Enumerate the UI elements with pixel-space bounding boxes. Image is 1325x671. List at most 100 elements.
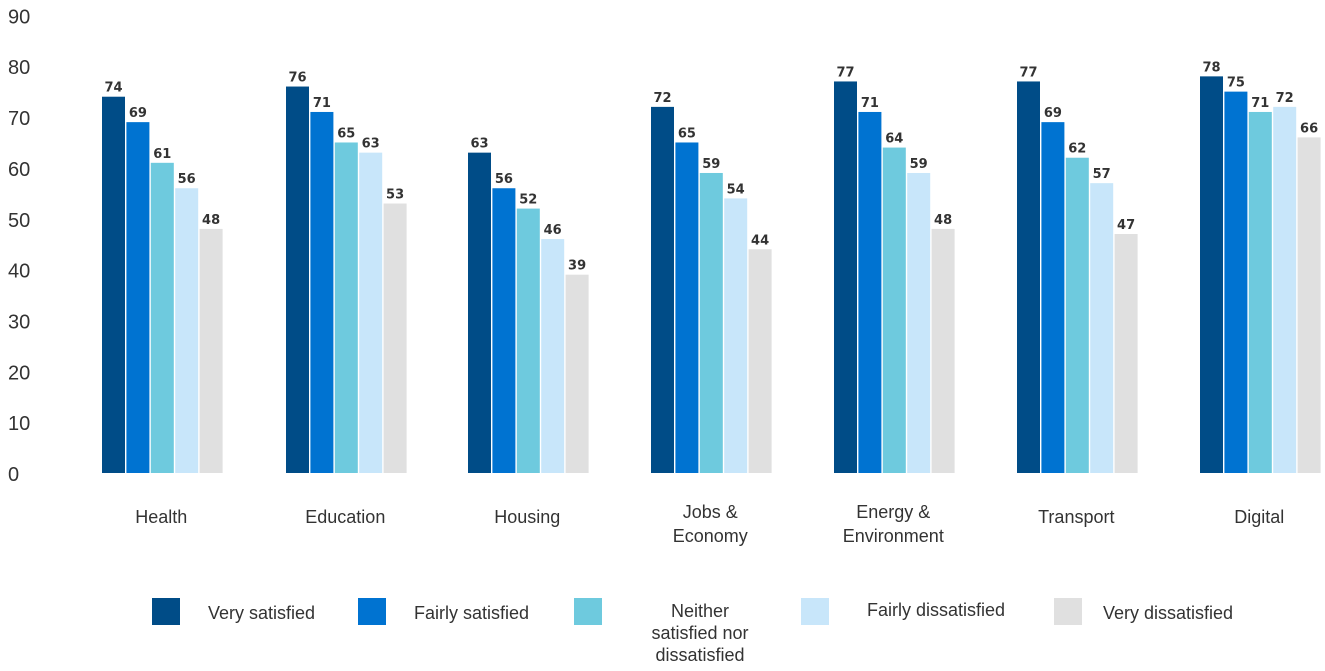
data-label: 71 xyxy=(313,96,331,111)
data-label: 63 xyxy=(470,137,488,152)
bar xyxy=(1224,91,1248,473)
bar xyxy=(102,96,125,474)
bar xyxy=(541,239,565,473)
bar xyxy=(286,86,309,473)
bar xyxy=(565,274,589,473)
legend-label: Very satisfied xyxy=(208,603,315,623)
legend-swatch xyxy=(1054,598,1082,625)
bar xyxy=(1065,157,1089,474)
data-label: 77 xyxy=(1019,65,1037,80)
y-tick-label: 80 xyxy=(8,57,30,79)
bar xyxy=(834,81,857,473)
y-tick-label: 50 xyxy=(8,210,30,232)
bar xyxy=(651,106,674,473)
bar xyxy=(310,111,334,473)
bar xyxy=(175,188,199,474)
bar xyxy=(516,208,540,473)
bar xyxy=(1114,234,1138,473)
y-tick-label: 70 xyxy=(8,108,30,130)
y-tick-label: 10 xyxy=(8,413,30,435)
x-category-label: Digital xyxy=(1234,507,1284,527)
legend-label: Very dissatisfied xyxy=(1103,603,1233,623)
data-label: 39 xyxy=(568,259,586,274)
bar xyxy=(383,203,407,473)
y-tick-label: 60 xyxy=(8,159,30,181)
data-label: 47 xyxy=(1117,218,1135,233)
bar xyxy=(1273,106,1297,473)
bar xyxy=(907,172,931,474)
data-label: 64 xyxy=(885,132,903,147)
y-tick-label: 40 xyxy=(8,261,30,283)
y-tick-label: 20 xyxy=(8,362,30,384)
bar xyxy=(150,162,174,473)
data-label: 56 xyxy=(178,172,196,187)
data-label: 63 xyxy=(362,137,380,152)
x-category-label: Education xyxy=(305,507,385,527)
x-category-label: Jobs & Economy xyxy=(673,502,748,546)
bar xyxy=(199,228,223,473)
bar xyxy=(699,172,723,474)
legend-swatch xyxy=(358,598,386,625)
x-category-label: Transport xyxy=(1038,507,1114,527)
data-label: 57 xyxy=(1093,167,1111,182)
bar xyxy=(359,152,383,473)
legend-label: Fairly dissatisfied xyxy=(867,600,1005,620)
data-label: 52 xyxy=(519,193,537,208)
bars xyxy=(102,76,1321,474)
data-label: 76 xyxy=(288,71,306,86)
data-label: 53 xyxy=(386,187,404,202)
y-tick-label: 30 xyxy=(8,311,30,333)
y-tick-label: 0 xyxy=(8,464,19,486)
legend-swatch xyxy=(152,598,180,625)
y-axis: 0 10 20 30 40 50 60 70 80 90 xyxy=(8,6,30,486)
data-label: 61 xyxy=(153,147,171,162)
bar xyxy=(1041,122,1065,473)
legend-label: Neither satisfied nor dissatisfied xyxy=(651,601,748,665)
data-label: 75 xyxy=(1227,76,1245,91)
data-label: 72 xyxy=(653,91,671,106)
data-label: 54 xyxy=(727,182,745,197)
data-label: 74 xyxy=(104,81,122,96)
legend-swatch xyxy=(574,598,602,625)
bar xyxy=(748,249,772,473)
data-label: 62 xyxy=(1068,142,1086,157)
data-label: 56 xyxy=(495,172,513,187)
bar xyxy=(1200,76,1223,474)
bar xyxy=(675,142,699,473)
data-label: 78 xyxy=(1202,60,1220,75)
data-label: 59 xyxy=(702,157,720,172)
data-label: 71 xyxy=(1251,96,1269,111)
x-category-label: Health xyxy=(135,507,187,527)
data-label: 71 xyxy=(861,96,879,111)
bar xyxy=(126,122,150,473)
x-axis: Health Education Housing Jobs & Economy Energ… xyxy=(135,502,1284,546)
x-category-label: Energy & Environment xyxy=(843,502,944,546)
data-label: 44 xyxy=(751,233,769,248)
bar xyxy=(334,142,358,473)
legend-label: Fairly satisfied xyxy=(414,603,529,623)
data-label: 48 xyxy=(934,213,952,228)
data-label: 69 xyxy=(1044,106,1062,121)
data-label: 65 xyxy=(337,126,355,141)
data-label: 69 xyxy=(129,106,147,121)
y-tick-label: 90 xyxy=(8,6,30,28)
legend: Very satisfied Fairly satisfied Neither sat… xyxy=(152,598,1233,665)
bar xyxy=(724,198,748,473)
bar xyxy=(1248,111,1272,473)
x-category-label: Housing xyxy=(494,507,560,527)
data-label: 48 xyxy=(202,213,220,228)
bar xyxy=(1090,183,1114,473)
data-labels: 74 69 61 56 48 76 71 65 63 53 63 56 52 46 39 72 65 59 54 44… xyxy=(104,60,1318,273)
bar xyxy=(931,228,955,473)
data-label: 77 xyxy=(836,65,854,80)
bar xyxy=(468,152,491,473)
legend-swatch xyxy=(801,598,829,625)
bar xyxy=(1017,81,1040,473)
data-label: 66 xyxy=(1300,121,1318,136)
bar xyxy=(882,147,906,473)
data-label: 72 xyxy=(1276,91,1294,106)
bar xyxy=(492,188,516,474)
bar xyxy=(858,111,882,473)
bar xyxy=(1297,137,1321,473)
